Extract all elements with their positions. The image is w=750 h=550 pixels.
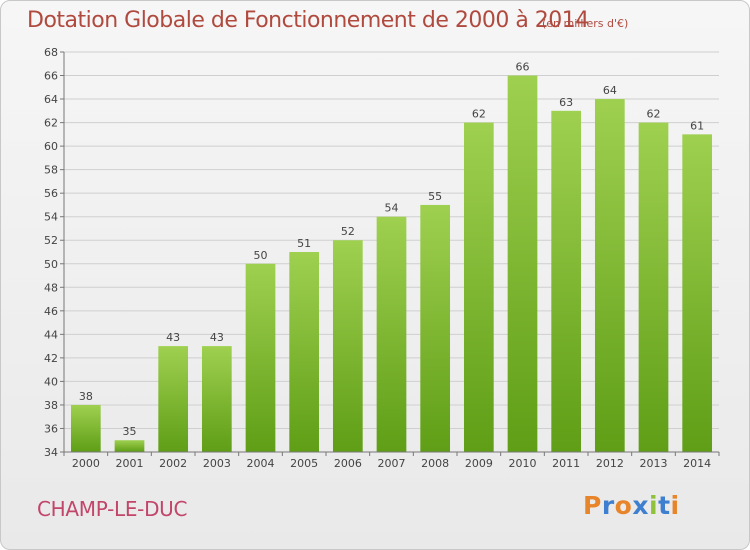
logo-letter: i [670,491,680,520]
data-label: 62 [647,108,661,121]
logo-letter: i [649,491,659,520]
x-tick-label: 2006 [334,457,362,470]
bar [332,240,363,452]
x-tick-label: 2001 [116,457,144,470]
y-tick-label: 48 [44,281,58,294]
bar [420,204,451,452]
x-tick-label: 2000 [72,457,100,470]
logo-letter: t [658,491,671,520]
bar [201,346,232,452]
data-label: 35 [123,425,137,438]
x-tick-label: 2002 [159,457,187,470]
y-tick-label: 66 [44,70,58,83]
y-tick-label: 56 [44,187,58,200]
x-tick-label: 2008 [421,457,449,470]
x-tick-label: 2010 [509,457,537,470]
x-tick-label: 2005 [290,457,318,470]
y-tick-label: 42 [44,352,58,365]
y-tick-label: 44 [44,328,58,341]
y-tick-label: 68 [44,46,58,59]
bar [638,122,669,453]
y-tick-label: 40 [44,375,58,388]
y-tick-label: 38 [44,399,58,412]
chart-title: Dotation Globale de Fonctionnement de 20… [27,8,589,33]
data-label: 38 [79,390,93,403]
x-tick-label: 2009 [465,457,493,470]
y-tick-label: 58 [44,164,58,177]
y-tick-label: 64 [44,93,58,106]
logo-letter: r [601,491,615,520]
bar [682,134,713,452]
bar [463,122,494,453]
y-tick-label: 46 [44,305,58,318]
data-label: 50 [254,249,268,262]
bar [70,404,101,452]
data-label: 61 [690,119,704,132]
data-label: 43 [166,331,180,344]
x-tick-label: 2013 [640,457,668,470]
x-tick-label: 2003 [203,457,231,470]
y-tick-label: 54 [44,211,58,224]
x-tick-label: 2007 [378,457,406,470]
y-tick-label: 60 [44,140,58,153]
x-tick-label: 2004 [247,457,275,470]
bar [289,252,320,452]
data-label: 52 [341,225,355,238]
data-label: 63 [559,96,573,109]
bar [507,75,538,452]
data-label: 54 [385,202,399,215]
y-tick-label: 34 [44,446,58,459]
bar [594,99,625,452]
logo-letter: P [583,491,602,520]
bar [376,216,407,452]
chart-subtitle: (en milliers d'€) [542,17,629,30]
axes: 34 36 38 40 42 44 46 48 50 52 54 56 58 60 62 64 66 68 2000… [44,46,720,470]
logo-letter: x [632,491,649,520]
bar [551,110,582,452]
bar [245,263,276,452]
data-label: 43 [210,331,224,344]
y-tick-label: 36 [44,422,58,435]
data-label: 51 [297,237,311,250]
y-tick-label: 52 [44,234,58,247]
bars: 38 35 43 43 50 51 52 54 55 62 66 63 64 62 61 [70,61,713,453]
commune-name: CHAMP-LE-DUC [37,497,188,521]
data-label: 55 [428,190,442,203]
logo-letter: o [614,491,633,520]
y-tick-label: 62 [44,117,58,130]
data-label: 66 [516,61,530,74]
x-tick-label: 2014 [683,457,711,470]
y-tick-label: 50 [44,258,58,271]
proxiti-logo: Proxiti [583,491,680,520]
x-tick-label: 2011 [552,457,580,470]
data-label: 62 [472,108,486,121]
bar [114,440,145,452]
data-label: 64 [603,84,617,97]
x-tick-label: 2012 [596,457,624,470]
bar [158,346,189,452]
